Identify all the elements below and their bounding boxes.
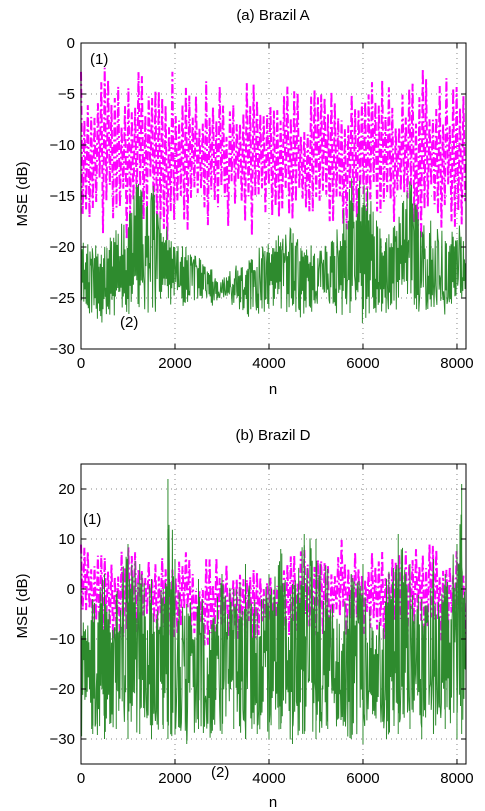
y-axis-label: MSE (dB) <box>14 573 31 638</box>
plot-area <box>80 67 467 324</box>
chart-panel-b: (b) Brazil D MSE (dB) n 0 2000 4000 6000 800… <box>14 427 474 811</box>
x-tick-label: 4000 <box>252 355 285 372</box>
y-tick-label: −10 <box>50 137 75 154</box>
y-tick-label: 0 <box>67 35 75 52</box>
annotation-series-2: (2) <box>120 314 138 331</box>
axes-frame <box>80 463 467 765</box>
annotation-series-1: (1) <box>83 511 101 528</box>
x-tick-label: 6000 <box>346 355 379 372</box>
axes-box <box>80 463 467 765</box>
y-tick-label: −10 <box>50 631 75 648</box>
series-2-line <box>80 178 467 324</box>
y-tick-label: 10 <box>58 531 75 548</box>
y-tick-label: −25 <box>50 290 75 307</box>
plot-area <box>80 479 467 744</box>
y-tick-label: 20 <box>58 481 75 498</box>
x-tick-label: 8000 <box>440 355 473 372</box>
chart-title: (b) Brazil D <box>235 427 310 444</box>
y-tick-label: −30 <box>50 731 75 748</box>
series-2-line <box>80 514 467 741</box>
x-tick-label: 4000 <box>252 770 285 787</box>
y-tick-label: −5 <box>58 86 75 103</box>
y-tick-label: −20 <box>50 239 75 256</box>
x-ticks: 0 2000 4000 6000 8000 <box>77 43 474 372</box>
y-tick-label: −30 <box>50 341 75 358</box>
x-tick-label: 6000 <box>346 770 379 787</box>
x-axis-label: n <box>269 794 277 811</box>
y-tick-label: −20 <box>50 681 75 698</box>
y-tick-label: −15 <box>50 188 75 205</box>
y-axis-label: MSE (dB) <box>14 161 31 226</box>
x-tick-label: 2000 <box>158 770 191 787</box>
x-ticks: 0 2000 4000 6000 8000 <box>77 464 474 787</box>
x-tick-label: 8000 <box>440 770 473 787</box>
x-tick-label: 0 <box>77 355 85 372</box>
y-ticks: 0 −5 −10 −15 −20 −25 −30 <box>50 35 466 358</box>
x-tick-label: 0 <box>77 770 85 787</box>
x-tick-label: 2000 <box>158 355 191 372</box>
chart-title: (a) Brazil A <box>236 7 309 24</box>
x-axis-label: n <box>269 381 277 398</box>
annotation-series-2: (2) <box>211 764 229 781</box>
y-ticks: 20 10 0 −10 −20 −30 <box>50 481 466 748</box>
y-tick-label: 0 <box>67 581 75 598</box>
annotation-series-1: (1) <box>90 51 108 68</box>
chart-panel-a: (a) Brazil A MSE (dB) n 0 2000 4000 6000 800… <box>14 7 474 398</box>
